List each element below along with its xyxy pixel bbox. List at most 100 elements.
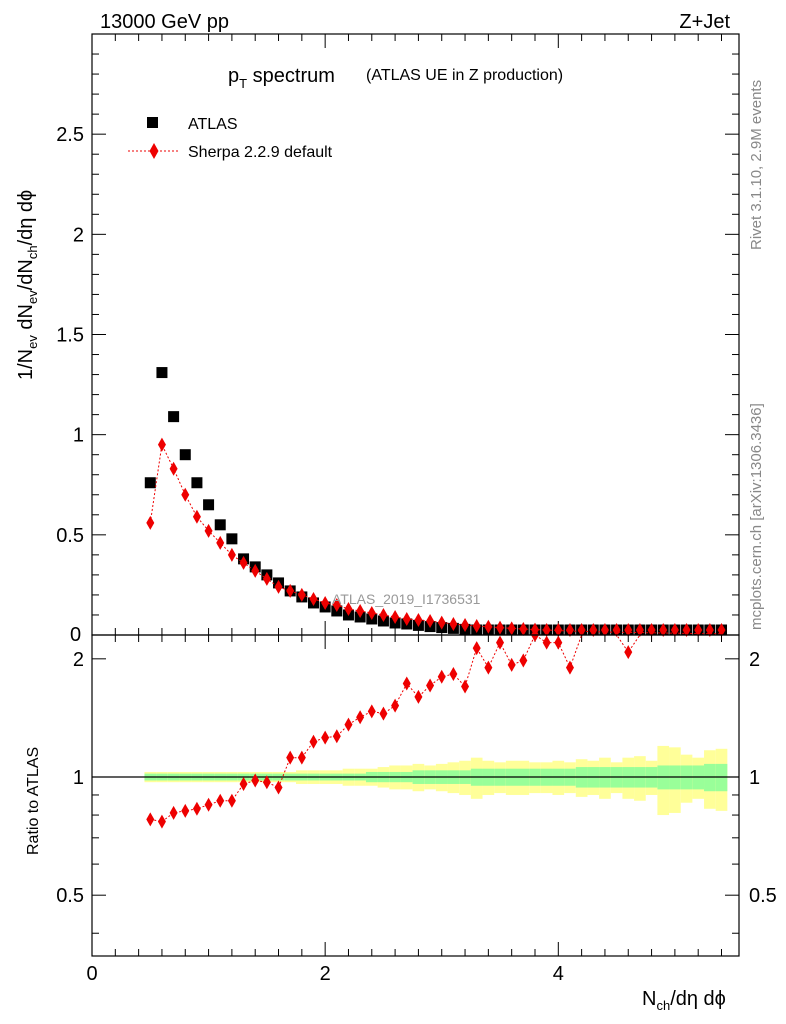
ratio-data-point bbox=[414, 689, 423, 704]
sherpa-data-point bbox=[612, 623, 621, 637]
atlas-data-point bbox=[203, 499, 215, 511]
sherpa-data-point bbox=[624, 623, 633, 637]
legend-atlas-marker bbox=[147, 117, 158, 128]
collision-label: 13000 GeV pp bbox=[100, 11, 229, 33]
sherpa-data-point bbox=[216, 535, 225, 550]
sherpa-data-point bbox=[169, 461, 178, 476]
sherpa-data-point bbox=[647, 623, 656, 637]
ratio-data-point bbox=[367, 704, 376, 719]
ratio-data-point bbox=[344, 717, 353, 732]
sherpa-data-point bbox=[635, 623, 644, 637]
sherpa-data-point bbox=[519, 621, 528, 636]
ratio-data-point bbox=[297, 750, 306, 765]
sherpa-data-point bbox=[146, 515, 155, 530]
title-detail: (ATLAS UE in Z production) bbox=[366, 67, 563, 84]
sherpa-data-point bbox=[472, 618, 481, 633]
ratio-ytick-label-left: 2 bbox=[73, 649, 84, 671]
ratio-data-point bbox=[484, 660, 493, 675]
ratio-data-point bbox=[449, 666, 458, 681]
sherpa-data-point bbox=[461, 617, 470, 632]
title-subscript: T bbox=[239, 76, 247, 91]
sherpa-data-point bbox=[694, 623, 703, 637]
sherpa-data-point bbox=[239, 555, 248, 570]
ratio-xtick-label: 2 bbox=[320, 963, 331, 985]
ratio-data-point bbox=[402, 676, 411, 691]
process-label: Z+Jet bbox=[679, 11, 730, 33]
sherpa-data-point bbox=[192, 509, 201, 524]
legend-sherpa-marker bbox=[149, 143, 159, 159]
ratio-data-point bbox=[507, 657, 516, 672]
atlas-data-point bbox=[156, 367, 168, 379]
atlas-data-point bbox=[168, 411, 180, 423]
ratio-data-point bbox=[204, 797, 213, 812]
sherpa-data-point bbox=[426, 613, 435, 628]
ratio-data-point bbox=[169, 805, 178, 820]
analysis-watermark: ATLAS_2019_I1736531 bbox=[332, 591, 481, 607]
sherpa-data-point bbox=[251, 563, 260, 578]
ratio-data-point bbox=[227, 793, 236, 808]
main-ytick-label: 1 bbox=[73, 425, 84, 447]
title-p: p bbox=[228, 65, 239, 87]
sherpa-data-point bbox=[297, 587, 306, 602]
sherpa-data-point bbox=[542, 622, 551, 637]
ratio-ytick-label-right: 1 bbox=[749, 767, 760, 789]
sherpa-data-point bbox=[484, 619, 493, 634]
sherpa-data-point bbox=[204, 523, 213, 538]
ratio-ytick-label-right: 0.5 bbox=[749, 885, 777, 907]
sherpa-data-point bbox=[379, 607, 388, 622]
ratio-data-point bbox=[496, 635, 505, 650]
ratio-data-point bbox=[239, 776, 248, 791]
sherpa-data-point bbox=[554, 623, 563, 637]
sherpa-data-point bbox=[705, 623, 714, 637]
y-axis-label-main: 1/Nev dNev/dNch/dη dϕ bbox=[15, 190, 40, 380]
sherpa-data-point bbox=[414, 612, 423, 627]
plot-title: pT spectrum bbox=[228, 65, 335, 91]
ratio-data-point bbox=[309, 734, 318, 749]
title-rest: spectrum bbox=[247, 65, 335, 87]
sherpa-data-point bbox=[659, 623, 668, 637]
ratio-data-point bbox=[565, 660, 574, 675]
ratio-data-point bbox=[624, 645, 633, 660]
main-ytick-label: 2 bbox=[73, 224, 84, 246]
sherpa-data-point bbox=[262, 571, 271, 586]
ratio-data-point bbox=[216, 793, 225, 808]
sherpa-data-point bbox=[344, 601, 353, 616]
main-ytick-label: 1.5 bbox=[56, 325, 84, 347]
ratio-frame bbox=[91, 634, 740, 957]
sherpa-data-point bbox=[356, 603, 365, 618]
ratio-data-point bbox=[437, 669, 446, 684]
legend-sherpa-label: Sherpa 2.2.9 default bbox=[188, 144, 333, 161]
sherpa-data-point bbox=[227, 547, 236, 562]
atlas-data-point bbox=[144, 477, 156, 489]
sherpa-data-point bbox=[367, 605, 376, 620]
sherpa-data-point bbox=[589, 623, 598, 637]
sherpa-data-point bbox=[507, 621, 516, 636]
sherpa-data-point bbox=[670, 623, 679, 637]
sherpa-data-point bbox=[274, 579, 283, 594]
ratio-data-point bbox=[274, 780, 283, 795]
ratio-ytick-label-left: 0.5 bbox=[56, 885, 84, 907]
ratio-data-point bbox=[157, 814, 166, 829]
sherpa-data-point bbox=[577, 623, 586, 637]
sherpa-data-point bbox=[321, 595, 330, 610]
ratio-data-point bbox=[472, 641, 481, 656]
sherpa-data-point bbox=[332, 597, 341, 612]
ratio-data-point bbox=[426, 678, 435, 693]
ratio-data-point bbox=[321, 730, 330, 745]
ratio-data-point bbox=[391, 698, 400, 713]
atlas-data-point bbox=[226, 533, 238, 545]
ratio-data-point bbox=[356, 710, 365, 725]
ratio-data-point bbox=[146, 812, 155, 827]
sherpa-data-point bbox=[437, 615, 446, 630]
ratio-data-point bbox=[519, 653, 528, 668]
ratio-ytick-label-right: 2 bbox=[749, 649, 760, 671]
sherpa-data-point bbox=[682, 623, 691, 637]
ratio-data-point bbox=[192, 801, 201, 816]
x-axis-label: Nch/dη dϕ bbox=[642, 988, 726, 1013]
atlas-data-point bbox=[191, 477, 203, 489]
y-axis-label-ratio: Ratio to ATLAS bbox=[25, 747, 42, 855]
sherpa-data-point bbox=[157, 437, 166, 452]
sherpa-data-point bbox=[449, 616, 458, 631]
main-ytick-label: 2.5 bbox=[56, 124, 84, 146]
